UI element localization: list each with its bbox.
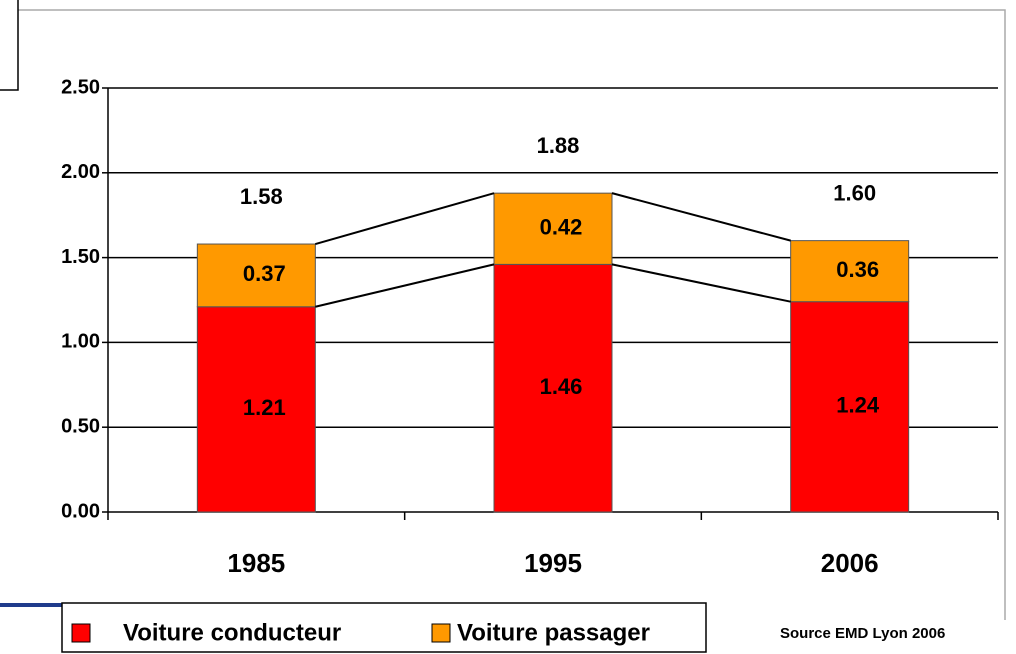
bar-segment <box>790 301 910 513</box>
total-label: 1.88 <box>537 133 580 158</box>
x-tick-label: 1995 <box>524 548 582 578</box>
data-label: 1.24 <box>836 393 880 418</box>
connector <box>611 192 791 242</box>
bar-segment <box>790 240 910 303</box>
source: Source EMD Lyon 2006 <box>780 625 945 642</box>
legend-label: Voiture conducteur <box>123 619 341 646</box>
corner-box <box>0 0 19 91</box>
y-tick-label: 1.00 <box>61 331 100 353</box>
data-label: 0.36 <box>836 257 879 282</box>
y-tick-label: 2.00 <box>61 161 100 183</box>
y-tick-label: 1.50 <box>61 246 100 268</box>
x-tick-label: 1985 <box>227 548 285 578</box>
connector <box>315 192 495 245</box>
legend-label: Voiture passager <box>457 619 650 646</box>
total-label: 1.60 <box>833 180 876 205</box>
bar-segment <box>493 263 613 513</box>
legend-swatch <box>431 623 451 643</box>
y-tick-label: 2.50 <box>61 76 100 98</box>
data-label: 0.37 <box>243 261 286 286</box>
data-label: 1.21 <box>243 395 286 420</box>
connector <box>611 263 791 303</box>
bar-segment <box>493 192 613 265</box>
legend-swatch <box>71 623 91 643</box>
total-label: 1.58 <box>240 184 283 209</box>
data-label: 0.42 <box>540 215 583 240</box>
data-label: 1.46 <box>540 374 583 399</box>
connector <box>315 263 495 308</box>
frame <box>18 9 1006 620</box>
bar-segment <box>196 243 316 308</box>
y-tick-label: 0.00 <box>61 500 100 522</box>
y-tick-label: 0.50 <box>61 415 100 437</box>
bar-segment <box>196 306 316 513</box>
x-tick-label: 2006 <box>821 548 879 578</box>
legend-box <box>61 602 707 653</box>
